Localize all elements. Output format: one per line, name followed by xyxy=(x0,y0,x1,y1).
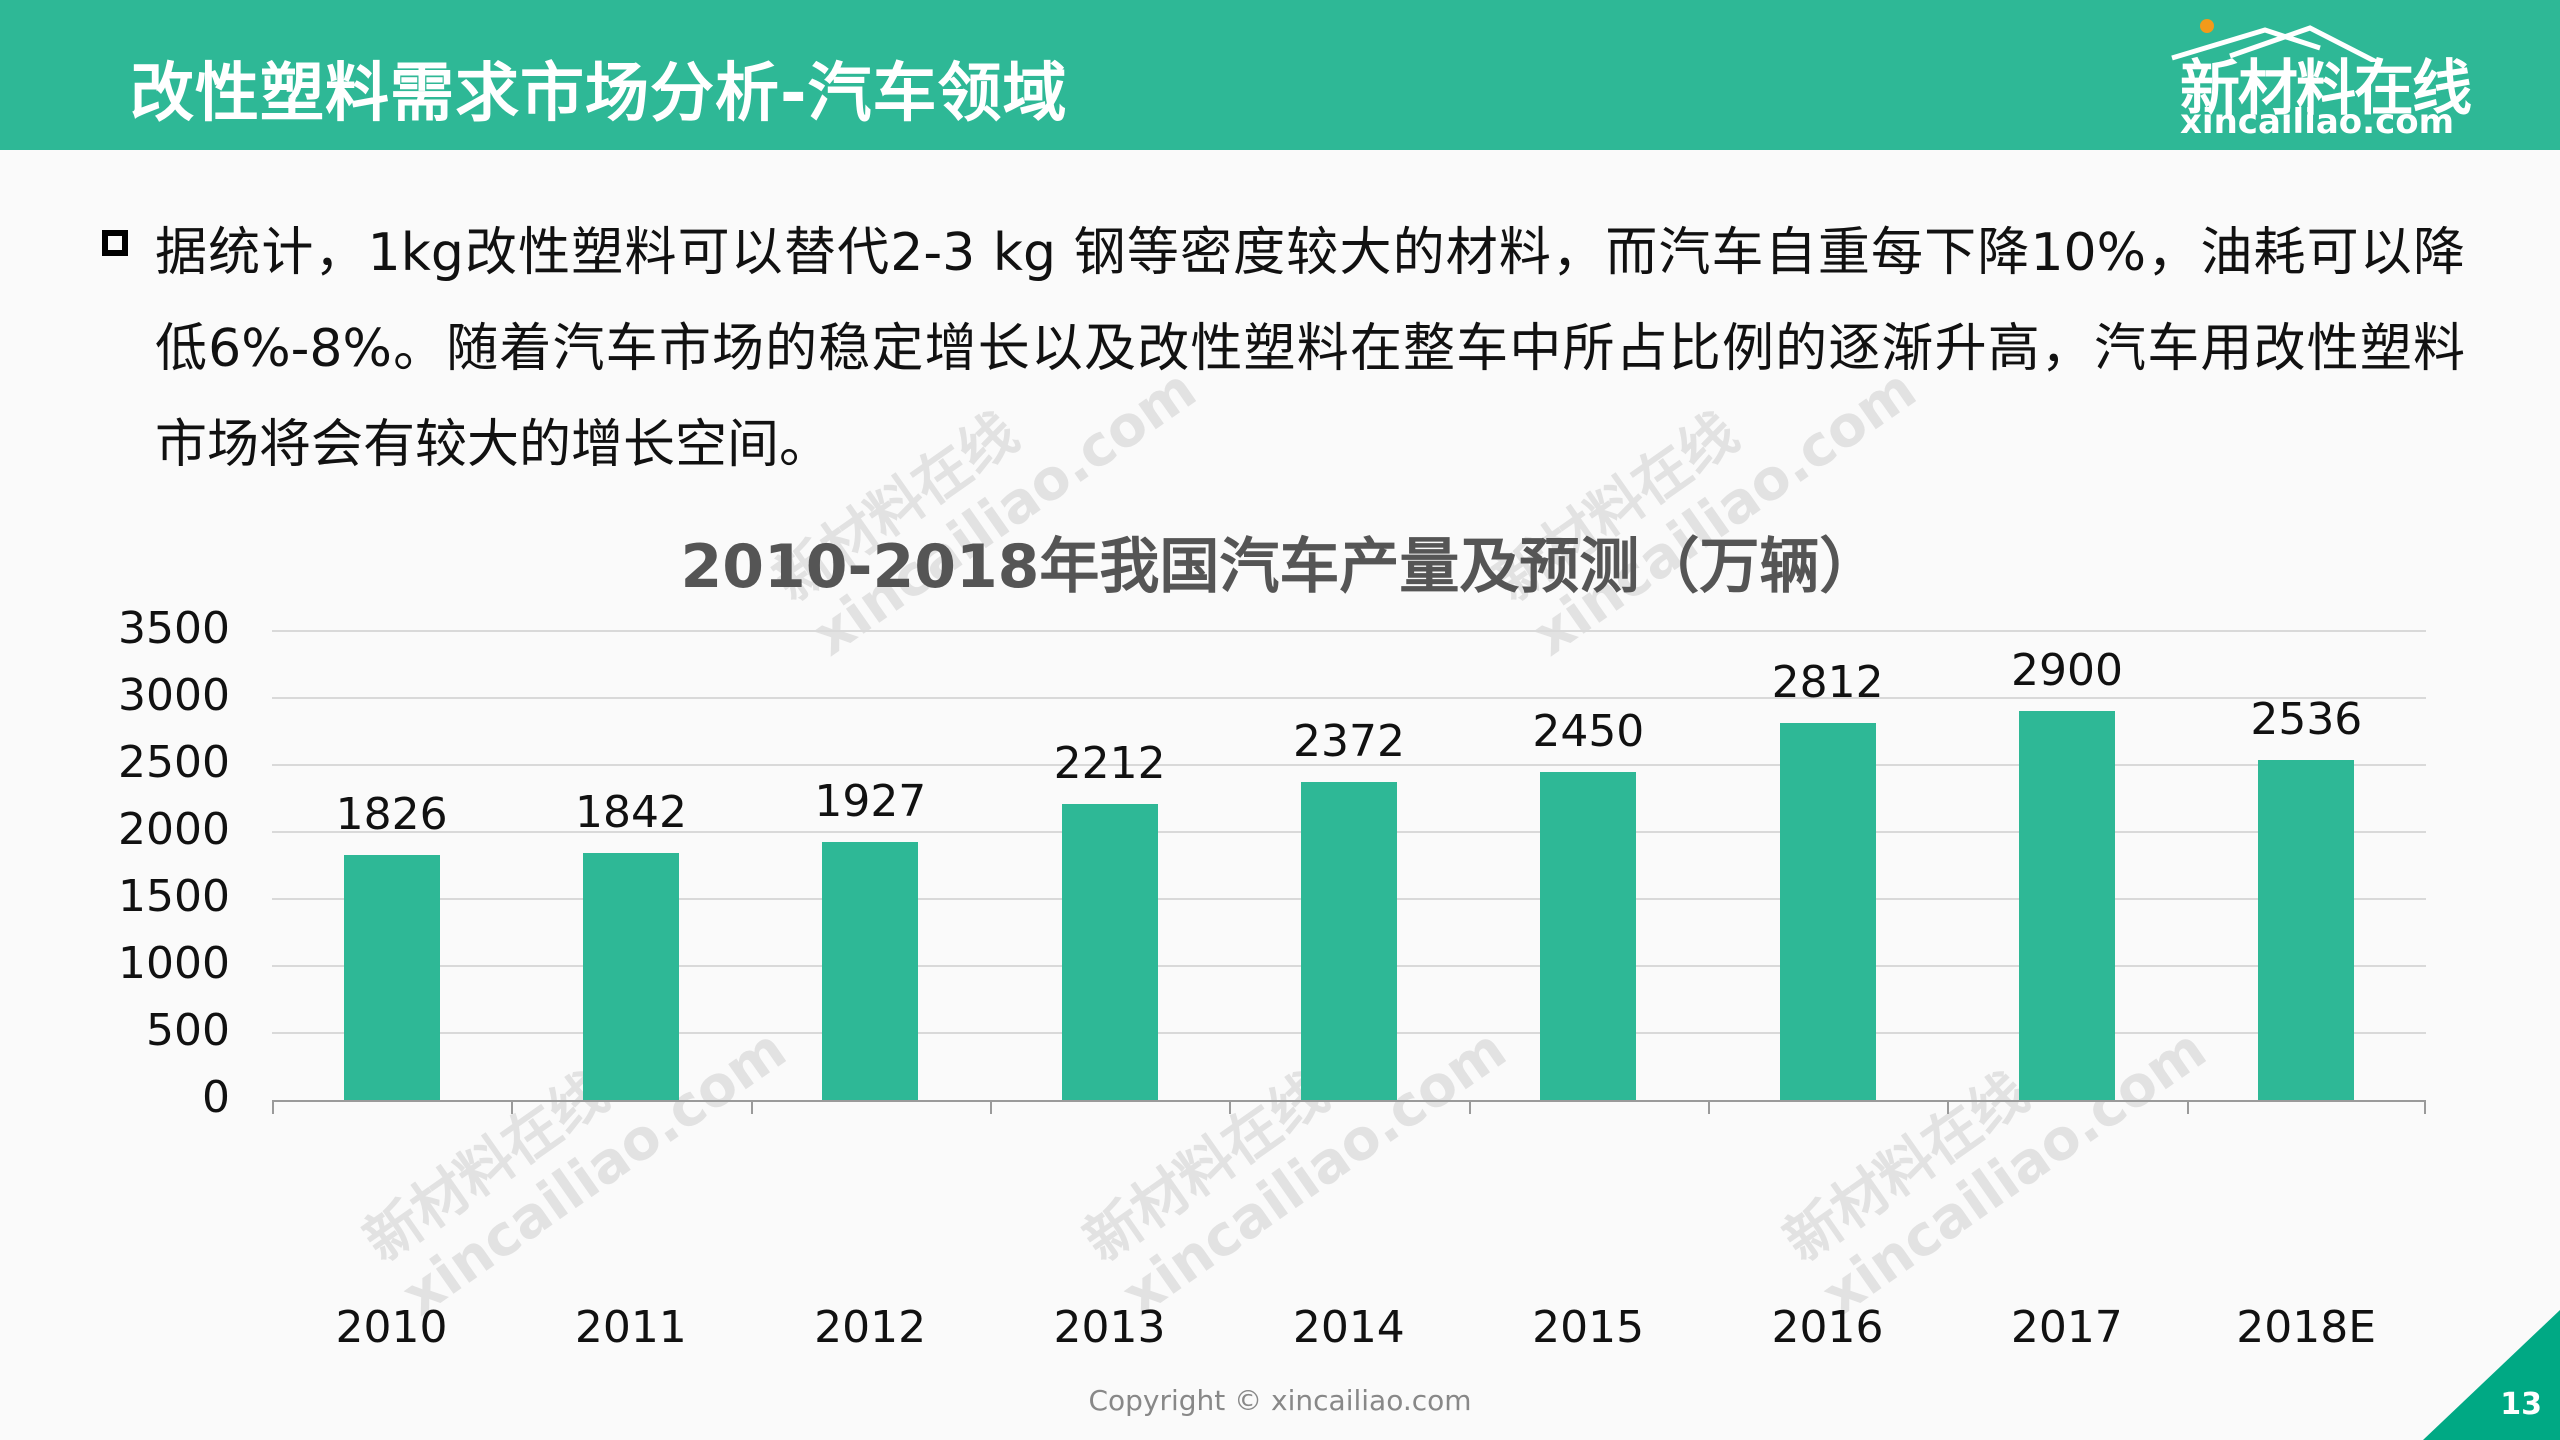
x-axis-line xyxy=(272,1100,2426,1102)
x-tick-mark xyxy=(1947,1100,1949,1114)
x-tick-mark xyxy=(751,1100,753,1114)
y-tick-label: 500 xyxy=(146,1005,230,1056)
sun-dot-icon xyxy=(2200,19,2214,33)
x-tick-mark xyxy=(990,1100,992,1114)
x-tick-mark xyxy=(272,1100,274,1114)
square-bullet-icon xyxy=(102,230,128,256)
brand-logo: 新材料在线 xincailiao.com xyxy=(2170,18,2472,142)
bar-value-label: 2372 xyxy=(1293,716,1405,768)
gridline xyxy=(272,630,2426,632)
bar-2010 xyxy=(343,855,440,1100)
x-tick-label: 2015 xyxy=(1532,1302,1645,1353)
chart-title: 2010-2018年我国汽车产量及预测（万辆） xyxy=(680,532,1880,602)
x-tick-mark xyxy=(1469,1100,1471,1114)
chart-plot-area: 1826 1842 1927 2212 2372 2450 2812 2900 2536 xyxy=(272,630,2426,1114)
x-tick-mark xyxy=(1229,1100,1231,1114)
y-tick-label: 0 xyxy=(202,1072,230,1123)
x-tick-mark xyxy=(1708,1100,1710,1114)
x-tick-label: 2016 xyxy=(1771,1302,1884,1353)
x-tick-label: 2011 xyxy=(574,1302,687,1353)
y-tick-label: 3000 xyxy=(118,670,230,721)
y-tick-label: 1000 xyxy=(118,938,230,989)
body-paragraph: 据统计，1kg改性塑料可以替代2-3 kg 钢等密度较大的材料，而汽车自重每下降… xyxy=(155,223,2465,475)
x-tick-label: 2014 xyxy=(1292,1302,1405,1353)
x-tick-label: 2017 xyxy=(2010,1302,2123,1353)
y-tick-label: 3500 xyxy=(118,603,230,654)
page-number: 13 xyxy=(2500,1387,2542,1422)
bar-value-label: 2450 xyxy=(1532,705,1645,757)
bar-value-label: 1927 xyxy=(814,775,927,827)
bar-value-label: 1826 xyxy=(335,789,448,841)
bar-2015 xyxy=(1540,771,1637,1100)
y-tick-label: 2000 xyxy=(118,804,230,855)
bar-value-label: 2900 xyxy=(2011,645,2123,697)
copyright-text: Copyright © xincailiao.com xyxy=(1088,1384,1472,1417)
bar-2013 xyxy=(1061,803,1158,1100)
bar-2017 xyxy=(2019,711,2115,1100)
x-tick-mark xyxy=(2424,1100,2426,1114)
page-corner-triangle xyxy=(2423,1310,2560,1440)
bar-2016 xyxy=(1779,723,1876,1100)
logo-domain-text: xincailiao.com xyxy=(2180,102,2455,142)
bar-2018E xyxy=(2258,760,2355,1100)
bar-value-label: 2812 xyxy=(1771,657,1884,709)
bar-value-label: 1842 xyxy=(575,787,687,839)
slide-header: 改性塑料需求市场分析-汽车领域 新材料在线 xincailiao.com xyxy=(0,0,2560,150)
bar-2011 xyxy=(583,853,679,1100)
x-tick-label: 2018E xyxy=(2236,1302,2377,1353)
x-tick-mark xyxy=(511,1100,513,1114)
slide-title: 改性塑料需求市场分析-汽车领域 xyxy=(130,57,1068,131)
gridline xyxy=(272,764,2426,766)
y-tick-label: 1500 xyxy=(118,871,230,922)
bar-2012 xyxy=(822,841,919,1100)
x-tick-label: 2013 xyxy=(1053,1302,1166,1353)
bar-value-label: 2536 xyxy=(2250,694,2363,746)
bar-value-label: 2212 xyxy=(1053,737,1166,789)
logo-chinese-text: 新材料在线 xyxy=(2180,54,2472,124)
x-tick-mark xyxy=(2187,1100,2189,1114)
x-tick-label: 2012 xyxy=(814,1302,927,1353)
y-tick-label: 2500 xyxy=(118,737,230,788)
x-tick-label: 2010 xyxy=(335,1302,448,1353)
gridline xyxy=(272,697,2426,699)
bar-2014 xyxy=(1301,782,1397,1100)
roof-icon xyxy=(2171,25,2382,62)
